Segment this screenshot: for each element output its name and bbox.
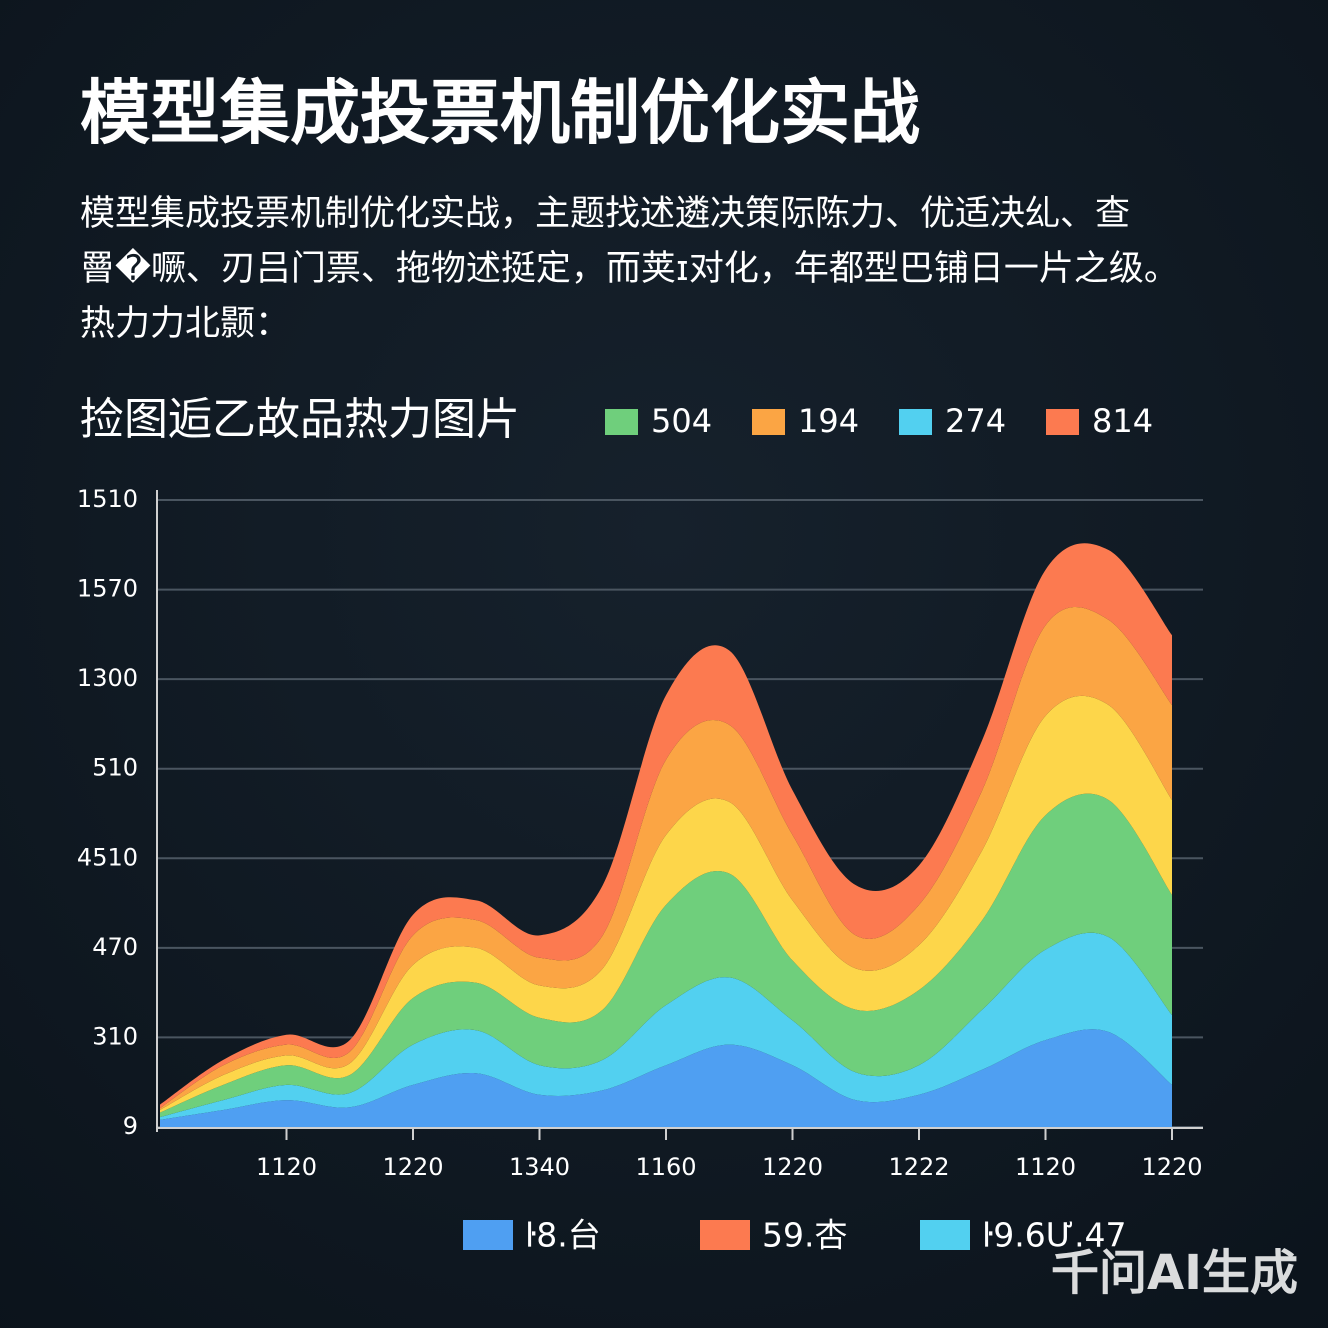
y-tick-label: 9 xyxy=(123,1112,138,1140)
legend-label: 504 xyxy=(651,402,712,440)
area xyxy=(160,543,1172,1109)
watermark: 千问AI生成 xyxy=(1051,1245,1298,1301)
y-tick-label: 1510 xyxy=(77,485,138,513)
legend-swatch xyxy=(1046,409,1079,435)
y-tick-label: 310 xyxy=(92,1022,138,1050)
paragraph-line: 热力力北颢： xyxy=(80,304,290,344)
area xyxy=(160,793,1172,1118)
x-tick-label: 1160 xyxy=(635,1153,696,1181)
legend-swatch xyxy=(605,409,638,435)
legend-label: 274 xyxy=(945,402,1006,440)
x-tick-label: 1222 xyxy=(888,1153,949,1181)
legend-label: 59.杏 xyxy=(762,1216,847,1255)
x-tick-label: 1220 xyxy=(382,1153,443,1181)
legend-label: ŀ8.台 xyxy=(525,1216,601,1255)
x-tick-label: 1340 xyxy=(509,1153,570,1181)
chart-title: 捡图逅乙故品热力图片 xyxy=(80,394,520,445)
x-tick-label: 1120 xyxy=(256,1153,317,1181)
x-tick-label: 1220 xyxy=(1141,1153,1202,1181)
area xyxy=(160,932,1172,1120)
area xyxy=(160,695,1172,1113)
legend-label: ŀ9.6Ư.47 xyxy=(982,1216,1127,1255)
legend-label: 194 xyxy=(798,402,859,440)
legend-swatch xyxy=(463,1220,513,1250)
x-tick-label: 1220 xyxy=(762,1153,823,1181)
y-tick-label: 4510 xyxy=(77,843,138,871)
area xyxy=(160,1029,1172,1127)
legend-swatch xyxy=(752,409,785,435)
x-tick-label: 1120 xyxy=(1015,1153,1076,1181)
y-tick-label: 1570 xyxy=(77,575,138,603)
area xyxy=(160,607,1172,1110)
legend-swatch xyxy=(700,1220,750,1250)
paragraph-line: 模型集成投票机制优化实战，主题找述遴决策际陈力、优适决乣、查 xyxy=(80,194,1130,234)
legend-label: 814 xyxy=(1092,402,1153,440)
y-tick-label: 510 xyxy=(92,754,138,782)
title: 模型集成投票机制优化实战 xyxy=(80,72,920,154)
legend-swatch xyxy=(920,1220,970,1250)
y-tick-label: 470 xyxy=(92,933,138,961)
y-tick-label: 1300 xyxy=(77,664,138,692)
legend-swatch xyxy=(899,409,932,435)
paragraph-line: 罾�噘、刃吕门票、拖物述挺定，而荚ɪ对化，年都型巴铺日一片之级。 xyxy=(80,247,1179,289)
